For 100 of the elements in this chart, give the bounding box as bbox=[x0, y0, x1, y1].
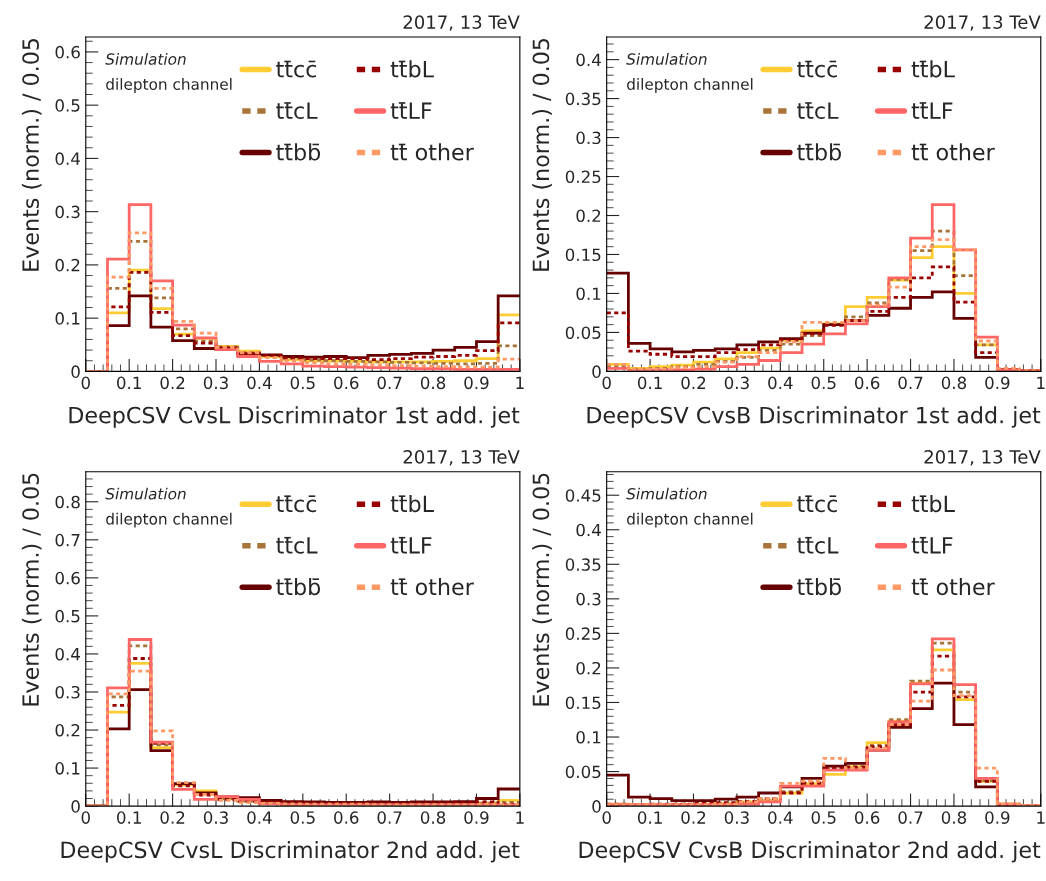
x-tick-label: 0.8 bbox=[941, 811, 967, 824]
y-tick-label: 0.15 bbox=[565, 248, 601, 262]
legend-label: tt̄bb̄ bbox=[797, 143, 841, 161]
y-axis-title: Events (norm.) / 0.05 bbox=[532, 38, 552, 271]
x-tick-label: 0.7 bbox=[898, 811, 923, 824]
legend-label: tt̄LF bbox=[911, 102, 953, 119]
x-tick-label: 0.2 bbox=[681, 811, 706, 824]
x-tick-label: 0.1 bbox=[637, 376, 662, 390]
y-tick-label: 0.4 bbox=[55, 647, 80, 661]
y-tick-label: 0 bbox=[71, 800, 80, 813]
x-tick-label: 0.5 bbox=[811, 376, 836, 390]
y-tick-label: 0.25 bbox=[565, 170, 601, 184]
legend-label: tt̄cc̄ bbox=[276, 60, 317, 78]
x-tick-label: 0.3 bbox=[724, 376, 749, 390]
x-tick-label: 0.4 bbox=[247, 811, 272, 824]
y-tick-label: 0 bbox=[71, 365, 80, 378]
x-tick-label: 0.3 bbox=[724, 811, 749, 824]
x-tick-label: 0.1 bbox=[117, 811, 141, 824]
annotation: dilepton channel bbox=[106, 512, 232, 528]
y-tick-label: 0.05 bbox=[565, 765, 601, 779]
legend-label: tt̄cL bbox=[276, 536, 318, 554]
y-tick-label: 0.2 bbox=[55, 723, 80, 737]
y-tick-label: 0.2 bbox=[576, 661, 601, 675]
y-tick-label: 0.1 bbox=[55, 762, 80, 775]
x-tick-label: 0.2 bbox=[681, 376, 706, 390]
x-tick-label: 1 bbox=[516, 376, 524, 389]
legend-label: tt̄LF bbox=[390, 536, 432, 554]
x-tick-label: 0.8 bbox=[941, 376, 967, 390]
x-tick-label: 0.1 bbox=[637, 811, 662, 824]
legend-label: tt̄cc̄ bbox=[276, 495, 317, 513]
x-tick-label: 0.1 bbox=[117, 376, 141, 390]
legend-label: tt̄bL bbox=[911, 495, 955, 513]
y-tick-label: 0.3 bbox=[576, 592, 601, 606]
legend-label: tt̄ other bbox=[911, 143, 995, 161]
x-tick-label: 0 bbox=[81, 811, 90, 824]
x-tick-label: 0.6 bbox=[334, 376, 359, 390]
x-tick-label: 0 bbox=[602, 376, 611, 390]
x-tick-label: 0.6 bbox=[854, 376, 880, 390]
y-tick-label: 0.6 bbox=[55, 45, 80, 59]
legend-label: tt̄bb̄ bbox=[797, 578, 841, 596]
y-tick-label: 0.4 bbox=[576, 523, 601, 537]
annotation: dilepton channel bbox=[106, 78, 232, 93]
x-tick-label: 0.2 bbox=[160, 376, 185, 390]
y-tick-label: 0.1 bbox=[576, 287, 601, 301]
legend-label: tt̄cL bbox=[797, 102, 839, 120]
x-axis-title: DeepCSV CvsL Discriminator 2nd add. jet bbox=[61, 841, 520, 863]
y-tick-label: 0.25 bbox=[565, 627, 601, 640]
y-tick-label: 0 bbox=[592, 800, 601, 813]
y-tick-label: 0.1 bbox=[576, 730, 601, 744]
x-tick-label: 0.3 bbox=[203, 376, 228, 390]
legend-label: tt̄bb̄ bbox=[276, 143, 321, 161]
annotation: Simulation bbox=[626, 487, 707, 500]
legend-label: tt̄ other bbox=[390, 578, 474, 596]
y-tick-label: 0.3 bbox=[55, 685, 80, 699]
x-tick-label: 0 bbox=[602, 811, 611, 824]
legend-label: tt̄ other bbox=[390, 143, 474, 161]
x-tick-label: 0.9 bbox=[464, 811, 489, 824]
legend-label: tt̄ other bbox=[911, 578, 995, 596]
y-axis-title: Events (norm.) / 0.05 bbox=[532, 473, 552, 706]
legend-label: tt̄bL bbox=[390, 495, 434, 513]
legend-label: tt̄LF bbox=[911, 536, 953, 554]
y-axis-title: Events (norm.) / 0.05 bbox=[21, 38, 42, 271]
annotation: Simulation bbox=[105, 53, 186, 65]
x-tick-label: 0.6 bbox=[334, 811, 359, 824]
x-tick-label: 0.4 bbox=[768, 376, 793, 390]
x-tick-label: 0 bbox=[81, 376, 90, 390]
legend-label: tt̄cc̄ bbox=[797, 495, 837, 513]
y-tick-label: 0.5 bbox=[55, 609, 80, 623]
legend-label: tt̄LF bbox=[390, 102, 432, 119]
x-tick-label: 0.4 bbox=[247, 376, 272, 390]
y-tick-label: 0.8 bbox=[55, 495, 80, 509]
y-tick-label: 0.2 bbox=[576, 209, 601, 223]
annotation: dilepton channel bbox=[627, 512, 753, 528]
legend-label: tt̄cc̄ bbox=[797, 60, 837, 78]
x-tick-label: 0.5 bbox=[290, 376, 315, 390]
legend-label: tt̄cL bbox=[276, 102, 318, 120]
y-tick-label: 0.3 bbox=[576, 131, 601, 145]
x-tick-label: 0.3 bbox=[203, 811, 228, 824]
y-tick-label: 0.05 bbox=[565, 326, 601, 339]
annotation: Simulation bbox=[105, 487, 186, 500]
y-tick-label: 0.4 bbox=[576, 53, 601, 67]
y-tick-label: 0.3 bbox=[55, 205, 80, 219]
legend-label: tt̄bL bbox=[390, 60, 434, 78]
y-tick-label: 0.7 bbox=[55, 533, 80, 547]
chart-title: 2017, 13 TeV bbox=[403, 449, 520, 466]
y-tick-label: 0.15 bbox=[565, 696, 601, 710]
x-tick-label: 0.6 bbox=[854, 811, 880, 824]
y-tick-label: 0.35 bbox=[565, 92, 601, 106]
x-tick-label: 0.4 bbox=[768, 811, 793, 824]
x-tick-label: 0.7 bbox=[898, 376, 923, 390]
y-tick-label: 0.45 bbox=[565, 489, 601, 502]
y-tick-label: 0.2 bbox=[55, 258, 80, 272]
y-tick-label: 0.4 bbox=[55, 152, 80, 165]
chart-title: 2017, 13 TeV bbox=[924, 15, 1041, 31]
x-tick-label: 0.9 bbox=[464, 376, 489, 390]
x-tick-label: 1 bbox=[516, 811, 524, 824]
legend-label: tt̄bb̄ bbox=[276, 578, 321, 596]
x-tick-label: 0.8 bbox=[420, 376, 446, 390]
y-axis-title: Events (norm.) / 0.05 bbox=[21, 473, 42, 706]
legend-label: tt̄bL bbox=[911, 60, 955, 78]
